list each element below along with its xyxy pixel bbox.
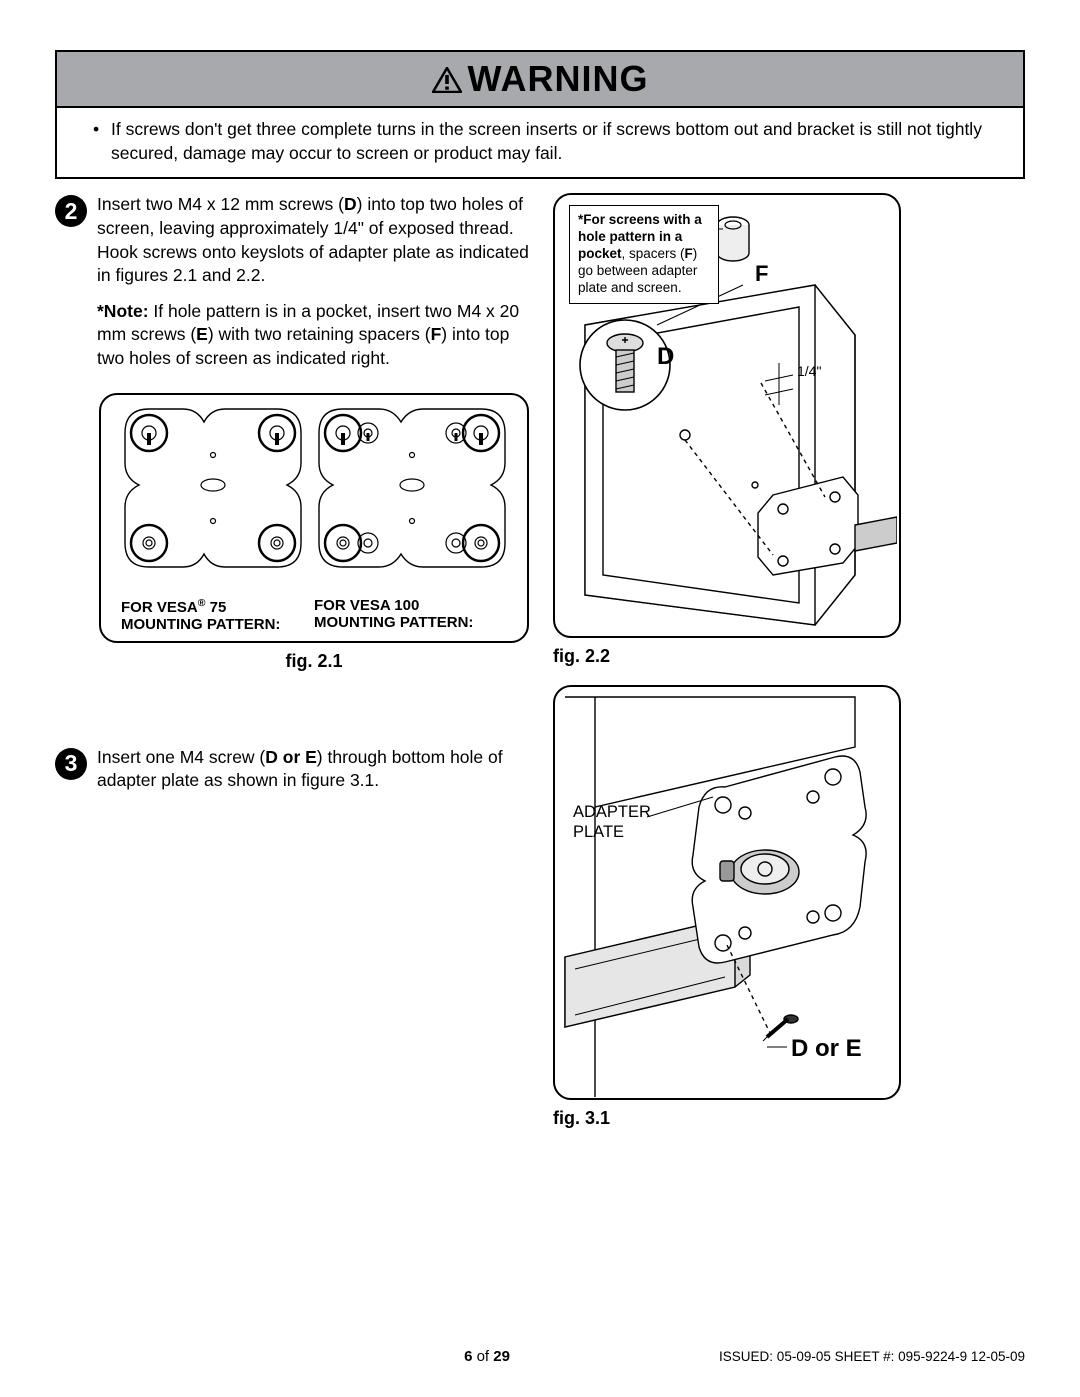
bullet-dot: • [93,118,111,165]
warning-triangle-icon [432,67,462,93]
vesa-labels: FOR VESA® 75 MOUNTING PATTERN: FOR VESA … [121,597,507,633]
fig-2-2-inset: *For screens with a hole pattern in a po… [569,205,719,303]
instruction-page: WARNING • If screws don't get three comp… [0,0,1080,1397]
ref-D: D [344,194,357,214]
step-3: 3 Insert one M4 screw (D or E) through b… [55,746,535,805]
step-2-text: Insert two M4 x 12 mm screws (D) into to… [97,193,535,382]
ref-E: E [196,324,208,344]
warning-box: WARNING • If screws don't get three comp… [55,50,1025,179]
label-D: D [657,343,674,371]
step-2: 2 Insert two M4 x 12 mm screws (D) into … [55,193,535,382]
vesa-75-label: FOR VESA® 75 MOUNTING PATTERN: [121,597,314,633]
figure-2-1: FOR VESA® 75 MOUNTING PATTERN: FOR VESA … [99,393,529,643]
label-adapter-plate: ADAPTERPLATE [573,803,651,843]
t: Insert one M4 screw ( [97,747,265,767]
warning-header: WARNING [57,52,1023,108]
t: Insert two M4 x 12 mm screws ( [97,194,344,214]
warning-title: WARNING [468,58,649,99]
fig-2-1-diagram [101,395,525,595]
fig-2-1-caption: fig. 2.1 [99,651,529,672]
step-3-badge: 3 [55,748,87,780]
fig-2-2-caption: fig. 2.2 [553,646,901,667]
figure-2-2: *For screens with a hole pattern in a po… [553,193,901,638]
label-quarter-inch: 1/4" [797,363,821,379]
warning-body: • If screws don't get three complete tur… [57,108,1023,177]
fig-3-1-caption: fig. 3.1 [553,1108,901,1129]
issued-line: ISSUED: 05-09-05 SHEET #: 095-9224-9 12-… [719,1349,1025,1364]
step-3-text: Insert one M4 screw (D or E) through bot… [97,746,535,805]
t: ) with two retaining spacers ( [208,324,431,344]
ref-D-or-E: D or E [265,747,317,767]
warning-text: If screws don't get three complete turns… [111,118,1003,165]
vesa-100-label: FOR VESA 100 MOUNTING PATTERN: [314,597,507,633]
label-F: F [755,261,768,287]
left-column: 2 Insert two M4 x 12 mm screws (D) into … [55,193,535,1129]
page-footer: 6 of 29 ISSUED: 05-09-05 SHEET #: 095-92… [55,1348,1025,1365]
label-D-or-E: D or E [791,1035,862,1063]
figure-3-1: ADAPTERPLATE D or E [553,685,901,1100]
step-2-badge: 2 [55,195,87,227]
page-number: 6 of 29 [464,1348,510,1365]
ref-F: F [685,246,693,261]
content-columns: 2 Insert two M4 x 12 mm screws (D) into … [55,193,1025,1129]
ref-F: F [431,324,442,344]
right-column: *For screens with a hole pattern in a po… [553,193,1025,1129]
note-label: *Note: [97,301,149,321]
t: , spacers ( [622,246,685,261]
